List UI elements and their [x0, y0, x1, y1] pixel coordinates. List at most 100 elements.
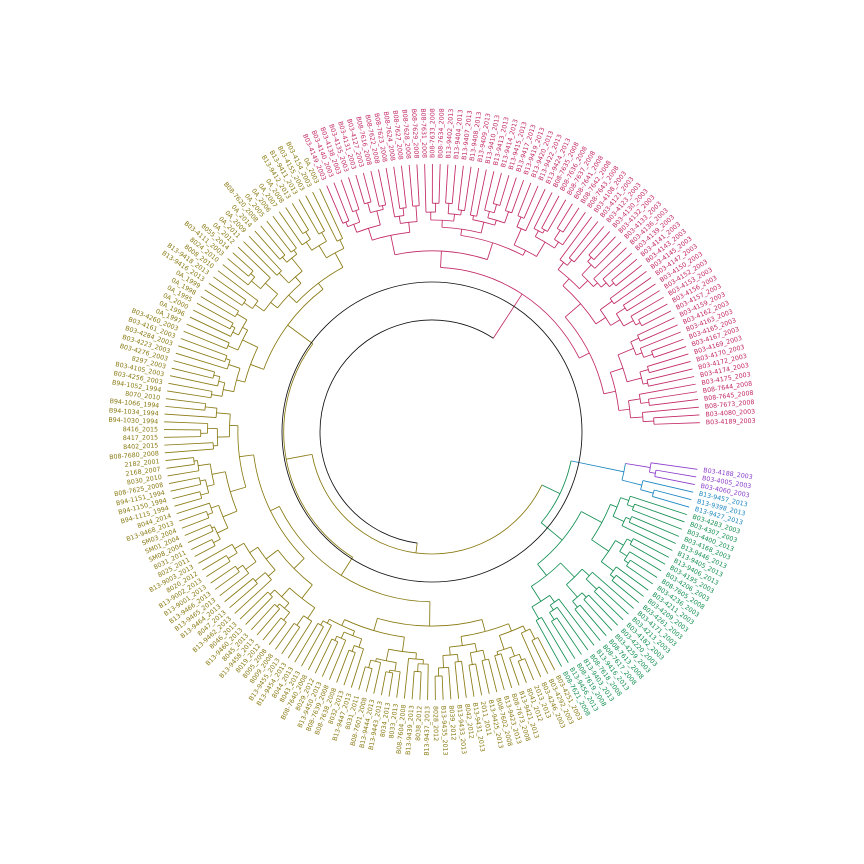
internal-branch — [239, 454, 254, 458]
internal-branch — [368, 660, 372, 668]
clade-arc — [509, 653, 520, 659]
internal-branch — [375, 658, 377, 662]
internal-branch — [225, 358, 231, 361]
tip-branch — [165, 457, 194, 462]
tip-branch — [632, 509, 682, 530]
tip-branch — [266, 220, 292, 253]
internal-branch — [508, 293, 523, 316]
internal-branch — [288, 294, 297, 303]
tip-branch — [388, 672, 394, 697]
tip-branch — [441, 675, 444, 700]
internal-branch — [402, 208, 405, 216]
tip-branch — [631, 516, 679, 537]
tip-branch — [594, 241, 622, 269]
internal-branch — [227, 345, 239, 351]
tree-branches — [164, 163, 700, 700]
tip-branch — [307, 625, 332, 670]
clade-arc — [279, 506, 430, 603]
internal-branch — [305, 231, 311, 240]
root-ring — [281, 281, 583, 583]
tip-branch — [419, 671, 422, 700]
internal-branch — [522, 625, 527, 632]
internal-branch — [581, 511, 603, 523]
tip-branch — [165, 405, 205, 411]
clade-arc — [626, 496, 631, 505]
clade-arc — [572, 592, 583, 602]
tip-branch — [461, 661, 467, 698]
internal-branch — [499, 635, 505, 650]
tip-branch — [499, 175, 510, 206]
clade-arc — [376, 658, 397, 663]
internal-branch — [522, 250, 526, 256]
tip-branch — [260, 225, 286, 256]
tip-label: B08-7631_2008 — [419, 108, 427, 158]
tip-branch — [196, 302, 234, 324]
tip-branch — [274, 623, 295, 650]
tip-branch — [301, 626, 324, 667]
tip-branch — [202, 555, 227, 571]
tip-branch — [312, 191, 338, 242]
internal-branch — [593, 282, 598, 287]
tip-branch — [574, 608, 601, 641]
clade-arc — [364, 201, 372, 205]
internal-branch — [334, 252, 344, 268]
backbone-branch — [415, 542, 418, 553]
clade-arc — [260, 277, 271, 289]
clade-arc — [289, 587, 316, 609]
internal-branch — [472, 215, 474, 220]
clade-arc — [484, 209, 495, 214]
internal-branch — [643, 353, 653, 358]
tip-branch — [642, 406, 699, 413]
tip-branch — [229, 583, 258, 608]
tip-branch — [281, 627, 301, 655]
internal-branch — [453, 214, 455, 222]
internal-branch — [213, 538, 221, 544]
backbone-branch — [621, 479, 631, 483]
tip-label: 8416_2015 — [123, 426, 158, 433]
tip-branch — [593, 247, 627, 280]
internal-branch — [408, 222, 411, 233]
tip-branch — [180, 338, 228, 357]
tip-branch — [630, 296, 664, 317]
tip-branch — [640, 324, 678, 342]
internal-branch — [320, 620, 324, 626]
internal-branch — [581, 592, 587, 598]
internal-branch — [612, 516, 625, 522]
tip-branch — [319, 188, 344, 239]
tip-branch — [243, 241, 278, 276]
tip-branch — [579, 604, 607, 636]
internal-branch — [534, 230, 539, 237]
tip-branch — [556, 606, 589, 651]
tip-branch — [298, 199, 320, 235]
tip-branch — [649, 361, 691, 374]
tip-branch — [638, 303, 668, 321]
internal-branch — [640, 401, 649, 404]
internal-branch — [250, 364, 264, 370]
clade-arc — [448, 213, 461, 216]
tip-branch — [616, 574, 644, 597]
tip-branch — [340, 179, 354, 212]
clade-arc — [230, 327, 236, 337]
internal-branch — [537, 563, 547, 576]
internal-branch — [536, 241, 546, 257]
internal-branch — [595, 317, 606, 325]
internal-branch — [440, 251, 442, 268]
tip-branch — [166, 464, 195, 469]
tip-branch — [333, 182, 350, 221]
tip-branch — [592, 571, 634, 609]
internal-branch — [352, 630, 355, 636]
clade-arc — [226, 342, 230, 349]
internal-branch — [287, 324, 314, 345]
tip-label: B08-7673_2008 — [705, 399, 755, 411]
tip-branch — [556, 617, 582, 655]
clade-arc — [211, 539, 216, 546]
internal-branch — [228, 364, 241, 369]
clade-arc — [602, 278, 610, 287]
tip-branch — [562, 212, 586, 246]
internal-branch — [460, 210, 462, 216]
internal-branch — [385, 649, 389, 661]
internal-branch — [624, 559, 629, 564]
internal-branch — [585, 578, 597, 590]
internal-branch — [222, 510, 238, 518]
clade-arc — [622, 305, 628, 312]
